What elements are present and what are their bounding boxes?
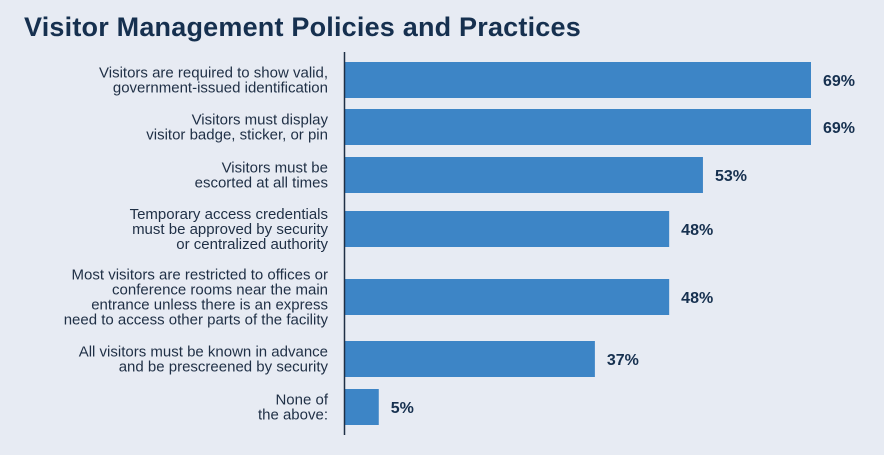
- category-label-3: Temporary access credentials must be appr…: [130, 206, 329, 253]
- bar-5: [345, 341, 595, 377]
- bar-3: [345, 211, 670, 247]
- bar-2: [345, 157, 703, 193]
- category-label-5: All visitors must be known in advance and…: [79, 344, 329, 376]
- value-label-3: 48%: [681, 222, 713, 239]
- category-label-2: Visitors must be escorted at all times: [195, 160, 328, 192]
- bar-1: [345, 109, 811, 145]
- value-label-2: 53%: [715, 168, 747, 185]
- value-label-5: 37%: [607, 352, 639, 369]
- bar-4: [345, 279, 670, 315]
- value-label-0: 69%: [823, 73, 855, 90]
- category-label-4: Most visitors are restricted to offices …: [64, 267, 329, 329]
- value-label-1: 69%: [823, 120, 855, 137]
- category-label-1: Visitors must display visitor badge, stic…: [146, 112, 328, 144]
- category-label-6: None of the above:: [258, 392, 329, 424]
- value-label-6: 5%: [391, 400, 414, 417]
- bar-0: [345, 62, 811, 98]
- category-label-0: Visitors are required to show valid, gove…: [99, 65, 328, 97]
- chart-title: Visitor Management Policies and Practice…: [24, 12, 581, 42]
- value-label-4: 48%: [681, 290, 713, 307]
- bar-6: [345, 389, 379, 425]
